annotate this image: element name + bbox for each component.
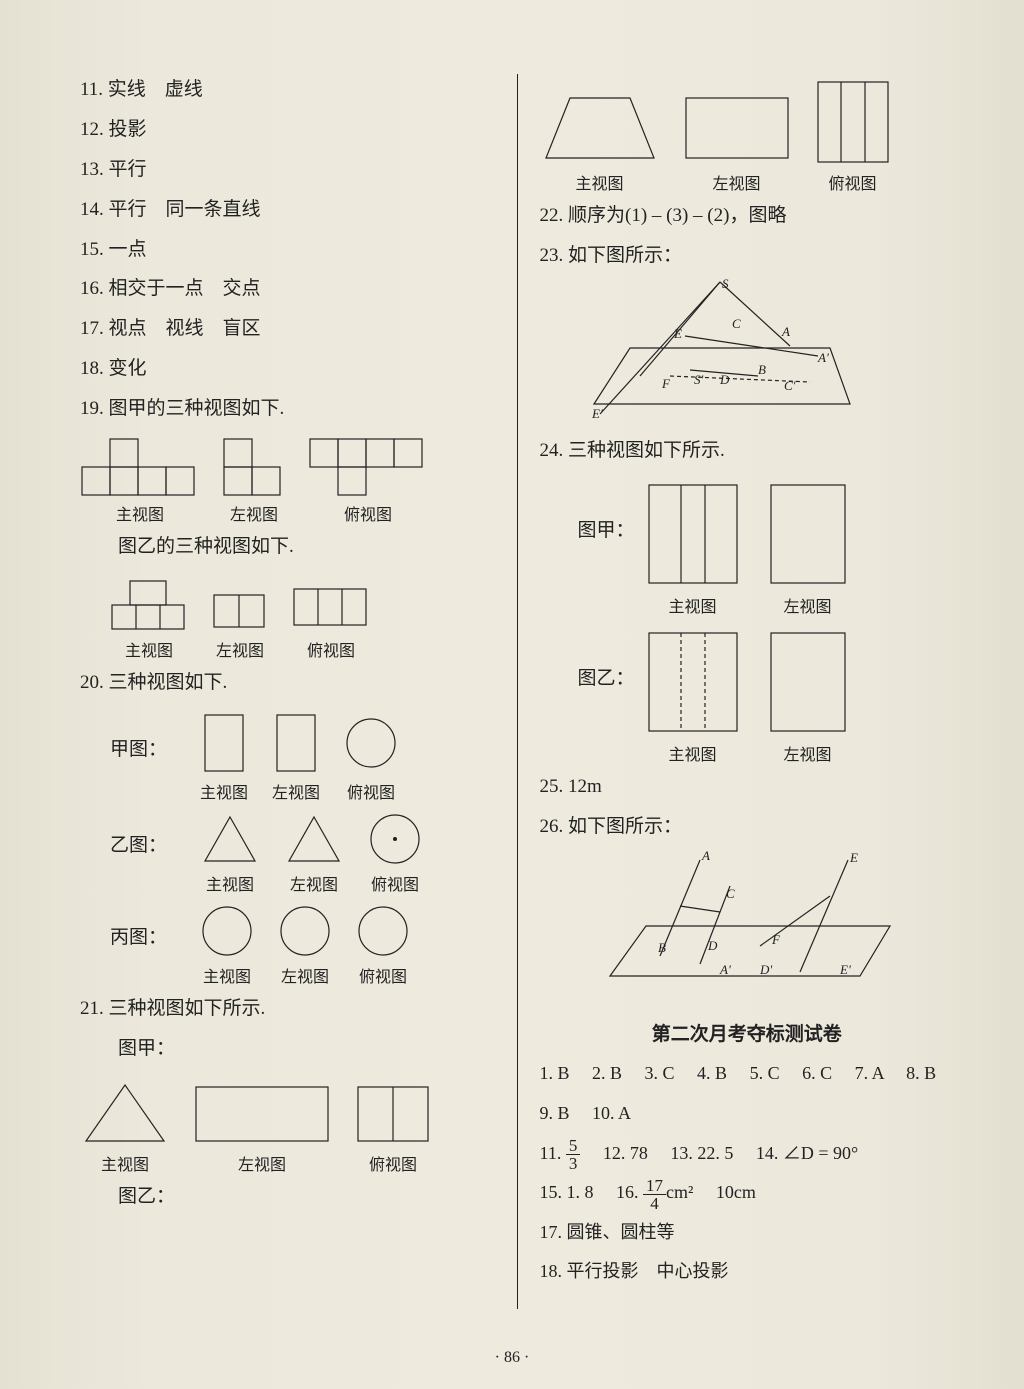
answer-11: 11. 实线 虚线: [80, 70, 495, 110]
svg-text:E: E: [849, 850, 858, 865]
svg-text:S: S: [722, 276, 729, 291]
q24-tuyi: 图乙：: [540, 659, 635, 699]
diagram-23: S E C A F S' D B A' C' E': [570, 276, 870, 426]
svg-text:D: D: [719, 372, 730, 387]
q21-tuyi: 图乙：: [80, 1177, 495, 1217]
svg-text:C': C': [784, 378, 796, 393]
answer-13: 13. 平行: [80, 150, 495, 190]
mcq-row2: 9. B 10. A: [540, 1094, 955, 1134]
answer-25: 25. 12m: [540, 767, 955, 807]
svg-text:E: E: [673, 326, 682, 341]
svg-text:C: C: [726, 886, 735, 901]
diagram-26: A E C B D F A' D' E': [600, 846, 900, 996]
q20-yi: 乙图： 主视图 左视图 俯视图: [110, 811, 495, 895]
q19-left: 左视图: [222, 437, 286, 525]
q20-bing: 丙图： 主视图 左视图 俯视图: [110, 903, 495, 987]
svg-text:A': A': [719, 962, 731, 977]
answer-14: 14. 平行 同一条直线: [80, 190, 495, 230]
svg-text:C: C: [732, 316, 741, 331]
svg-text:E': E': [839, 962, 851, 977]
answer-24: 24. 三种视图如下所示.: [540, 431, 955, 471]
q19-front: 主视图: [80, 437, 200, 525]
answer-18: 18. 变化: [80, 349, 495, 389]
svg-text:S': S': [694, 372, 704, 387]
answer-19: 19. 图甲的三种视图如下.: [80, 389, 495, 429]
answer-26: 26. 如下图所示：: [540, 807, 955, 847]
q19-top: 俯视图: [308, 437, 428, 525]
fill-18: 18. 平行投影 中心投影: [540, 1252, 955, 1292]
answer-15: 15. 一点: [80, 230, 495, 270]
q19yi-front: 主视图: [110, 575, 188, 661]
svg-text:E': E': [591, 406, 603, 421]
fill-17: 17. 圆锥、圆柱等: [540, 1213, 955, 1253]
q24-yi-views: 主视图 左视图: [643, 627, 851, 765]
q21-tujia: 图甲：: [80, 1029, 495, 1069]
page: 11. 实线 虚线 12. 投影 13. 平行 14. 平行 同一条直线 15.…: [0, 0, 1024, 1389]
fill-row1: 11. 53 12. 78 13. 22. 5 14. ∠D = 90°: [540, 1134, 955, 1174]
svg-text:B: B: [758, 362, 766, 377]
svg-text:D': D': [759, 962, 772, 977]
answer-23: 23. 如下图所示：: [540, 236, 955, 276]
left-column: 11. 实线 虚线 12. 投影 13. 平行 14. 平行 同一条直线 15.…: [80, 70, 517, 1349]
q19yi-left: 左视图: [210, 575, 270, 661]
svg-text:A': A': [817, 350, 829, 365]
q24-tujia: 图甲：: [540, 511, 635, 551]
q19yi-top: 俯视图: [292, 575, 370, 661]
svg-text:A: A: [701, 848, 710, 863]
fill-row2: 15. 1. 8 16. 174cm² 10cm: [540, 1173, 955, 1213]
answer-22: 22. 顺序为(1) – (3) – (2)，图略: [540, 196, 955, 236]
q21-jia-views: 主视图 左视图 俯视图: [80, 1077, 495, 1175]
answer-17: 17. 视点 视线 盲区: [80, 309, 495, 349]
q20-jia: 甲图： 主视图 左视图 俯视图: [110, 711, 495, 803]
q19-yi-views: 主视图 左视图 俯视图: [110, 575, 495, 661]
svg-text:D: D: [707, 938, 718, 953]
answer-12: 12. 投影: [80, 110, 495, 150]
answer-21: 21. 三种视图如下所示.: [80, 989, 495, 1029]
mcq-row1: 1. B 2. B 3. C 4. B 5. C 6. C 7. A 8. B: [540, 1054, 955, 1094]
right-column: 主视图 左视图 俯视图 22. 顺序为(1) – (3) – (2)，图略 23…: [518, 70, 955, 1349]
q24-jia-views: 主视图 左视图: [643, 479, 851, 617]
answer-16: 16. 相交于一点 交点: [80, 269, 495, 309]
q21-yi-views: 主视图 左视图 俯视图: [540, 78, 955, 194]
svg-text:A: A: [781, 324, 790, 339]
label-top: 俯视图: [344, 501, 392, 525]
answer-20: 20. 三种视图如下.: [80, 663, 495, 703]
svg-text:B: B: [658, 940, 666, 955]
label-left: 左视图: [230, 501, 278, 525]
svg-text:F: F: [771, 932, 781, 947]
svg-text:F: F: [661, 376, 671, 391]
section2-title: 第二次月考夺标测试卷: [540, 1019, 955, 1046]
page-number: · 86 ·: [495, 1349, 530, 1367]
label-front: 主视图: [116, 501, 164, 525]
q19-yi-heading: 图乙的三种视图如下.: [80, 527, 495, 567]
q19-jia-views: 主视图 左视图 俯视图: [80, 437, 495, 525]
